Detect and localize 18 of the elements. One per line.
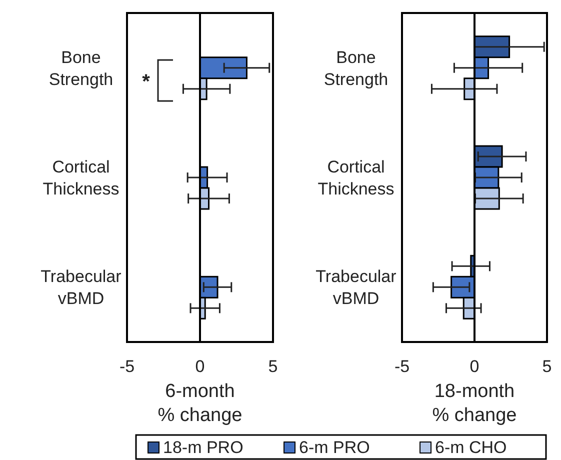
x-tick-label: 5 [268,357,278,376]
x-tick-label: 5 [542,357,552,376]
legend-label: 18-m PRO [163,438,244,457]
x-tick-label: 0 [195,357,205,376]
x-tick-label: 0 [470,357,480,376]
legend-label: 6-m PRO [299,438,370,457]
annotation: * [142,71,150,93]
y-tick-label: Cortical Thickness [42,158,120,198]
y-tick-label: Trabecular vBMD [40,267,122,308]
y-tick-label: Bone Strength [48,48,114,89]
y-tick-label: Cortical Thickness [318,158,394,198]
y-tick-label: Bone Strength [324,48,388,89]
x-axis-title: 18-month % change [432,381,517,426]
y-tick-label: Trabecular vBMD [316,267,397,308]
x-tick-label: -5 [119,357,135,376]
x-tick-label: -5 [394,357,410,376]
legend-label: 6-m CHO [435,438,507,457]
x-axis-title: 6-month % change [158,381,242,426]
